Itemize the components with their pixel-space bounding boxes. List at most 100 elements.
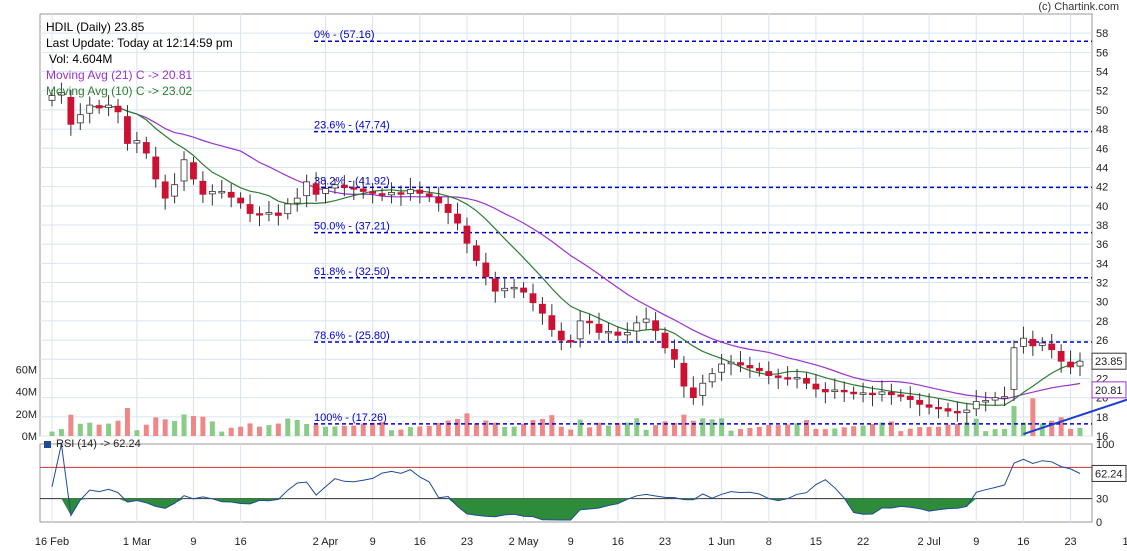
- price-tick-label: 34: [1096, 258, 1108, 270]
- volume-bar: [549, 415, 555, 436]
- candle-body: [133, 140, 141, 144]
- volume-bar: [1058, 417, 1064, 436]
- candle-body: [727, 361, 735, 365]
- candle-body: [671, 349, 678, 360]
- volume-bar: [407, 427, 413, 436]
- candle-body: [661, 332, 669, 349]
- volume-bar: [58, 429, 64, 436]
- candle-body: [161, 181, 169, 199]
- volume-bar: [266, 425, 272, 436]
- volume-bar: [1077, 427, 1083, 436]
- ma21-value-label: 20.81: [1095, 385, 1123, 397]
- volume-bar: [851, 426, 857, 436]
- price-tick-label: 32: [1096, 278, 1108, 290]
- ma21-line: [89, 105, 1081, 400]
- volume-bar: [1020, 422, 1026, 436]
- volume-bar: [945, 424, 951, 436]
- candle-body: [708, 373, 716, 383]
- price-tick-label: 26: [1096, 335, 1108, 347]
- rsi-value-label: 62.24: [1095, 468, 1123, 480]
- volume-bar: [888, 421, 894, 436]
- volume-bar: [813, 428, 819, 436]
- price-tick-label: 42: [1096, 182, 1108, 194]
- candle-body: [444, 203, 452, 213]
- volume-bar: [134, 430, 140, 436]
- last-close-label: 23.85: [1095, 356, 1123, 368]
- candle-body: [246, 204, 254, 214]
- candle-body: [425, 193, 433, 197]
- fib-label: 78.6% - (25.80): [314, 330, 390, 342]
- volume-bar: [351, 425, 357, 436]
- volume-bar: [464, 413, 470, 436]
- candle-body: [784, 377, 792, 380]
- date-label: 2 Jul: [917, 536, 940, 548]
- trend-line-price: [1023, 398, 1127, 436]
- volume-bar: [473, 423, 479, 436]
- volume-bar: [879, 422, 885, 436]
- candle-body: [152, 156, 160, 180]
- volume-bar: [605, 425, 611, 436]
- candle-body: [680, 362, 688, 387]
- volume-bar: [860, 425, 866, 436]
- volume-bar: [285, 418, 291, 436]
- candle-body: [227, 191, 235, 198]
- date-label: 16: [234, 536, 246, 548]
- price-tick-label: 38: [1096, 220, 1108, 232]
- price-tick-label: 50: [1096, 105, 1108, 117]
- date-label: 16: [1017, 536, 1029, 548]
- candle-body: [491, 278, 499, 292]
- volume-bar: [870, 424, 876, 436]
- candle-body: [199, 180, 207, 195]
- volume-bar: [275, 423, 281, 436]
- volume-bar: [719, 418, 725, 436]
- candle-body: [859, 392, 867, 395]
- volume-bar: [747, 428, 753, 436]
- price-tick-label: 16: [1096, 431, 1108, 443]
- volume-bar: [624, 422, 630, 436]
- volume-bar: [96, 424, 102, 436]
- volume-bar: [511, 426, 517, 436]
- price-tick-label: 56: [1096, 47, 1108, 59]
- candle-body: [869, 392, 876, 396]
- volume-bar: [115, 420, 121, 436]
- candle-body: [652, 320, 659, 331]
- volume-bar: [530, 420, 536, 436]
- volume-bar: [936, 426, 942, 436]
- candle-body: [142, 142, 150, 154]
- candle-body: [878, 391, 886, 395]
- date-label: 23: [659, 536, 671, 548]
- volume-bar: [690, 420, 696, 436]
- volume-bar: [662, 421, 668, 436]
- date-label: 15: [810, 536, 822, 548]
- rsi-tick-label: 100: [1096, 439, 1114, 451]
- candle-body: [369, 191, 377, 194]
- volume-bar: [907, 428, 913, 436]
- candle-body: [237, 197, 245, 204]
- fib-label: 61.8% - (32.50): [314, 266, 390, 278]
- candle-body: [812, 383, 820, 390]
- volume-bar: [445, 420, 451, 436]
- volume-bar: [455, 418, 461, 436]
- candle-body: [1048, 343, 1056, 351]
- ma21-legend: Moving Avg (21) C -> 20.81: [46, 68, 193, 82]
- volume-bar: [172, 420, 178, 436]
- date-label: 8: [766, 536, 772, 548]
- candle-body: [623, 332, 631, 336]
- candle-body: [737, 362, 744, 366]
- volume-bar: [775, 425, 781, 436]
- ma21-value-box: [1091, 381, 1127, 399]
- volume-bar: [1039, 423, 1045, 436]
- volume-bar: [926, 426, 932, 436]
- candle-body: [633, 322, 641, 332]
- volume-bar: [256, 426, 262, 436]
- candle-body: [548, 315, 556, 330]
- candle-body: [322, 188, 329, 194]
- candle-body: [1076, 360, 1084, 367]
- volume-bar: [323, 426, 329, 436]
- candle-body: [1020, 337, 1027, 347]
- candle-body: [67, 96, 75, 125]
- candle-body: [831, 389, 839, 392]
- volume-bar: [596, 422, 602, 436]
- candle-body: [803, 377, 810, 384]
- volume-bar: [992, 429, 998, 436]
